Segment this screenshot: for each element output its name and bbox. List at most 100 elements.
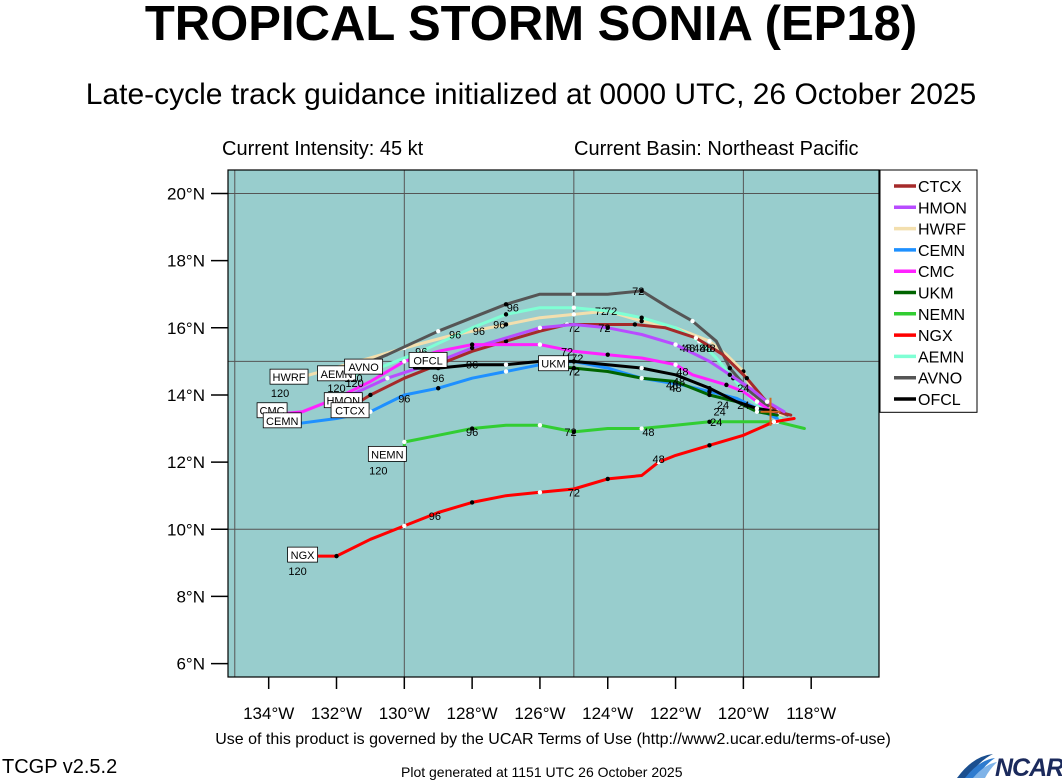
legend-label: UKM: [918, 286, 954, 303]
track-point: [436, 386, 441, 391]
forecast-hour-label: 72: [571, 353, 583, 365]
y-tick-label: 6°N: [176, 655, 205, 674]
track-point: [744, 375, 749, 381]
track-point: [707, 392, 712, 398]
track-point: [503, 302, 509, 307]
tcgp-version: TCGP v2.5.2: [2, 756, 118, 778]
track-point: [639, 365, 644, 371]
y-tick-label: 10°N: [167, 520, 205, 539]
x-tick-label: 128°W: [447, 704, 498, 723]
track-point: [727, 365, 733, 371]
track-end-label-box: [344, 358, 384, 375]
track-ukm: [538, 363, 779, 417]
forecast-hour-label: 24: [710, 417, 722, 429]
track-point: [639, 426, 644, 431]
track-end-label: UKM: [541, 359, 565, 371]
ncar-logo-text: NCAR: [995, 754, 1062, 782]
legend-label: CMC: [918, 264, 954, 281]
track-point: [639, 315, 644, 320]
track-point: [571, 292, 577, 297]
track-point: [571, 365, 577, 371]
track-end-label: AVNO: [348, 362, 379, 374]
forecast-hour-label: 48: [673, 377, 685, 389]
track-point: [385, 375, 390, 381]
track-point: [605, 352, 610, 357]
forecast-hour-label: 72: [598, 323, 610, 335]
forecast-hour-label: 48: [703, 343, 715, 355]
current-basin: Current Basin: Northeast Pacific: [574, 138, 859, 160]
legend-label: NEMN: [918, 307, 965, 324]
track-end-label-box: [538, 355, 569, 372]
track-point: [537, 490, 543, 495]
track-point: [754, 406, 760, 411]
track-point: [764, 399, 770, 404]
y-tick-label: 14°N: [167, 386, 205, 405]
x-tick-label: 130°W: [379, 704, 430, 723]
current-intensity: Current Intensity: 45 kt: [222, 138, 424, 160]
chart-subtitle: Late-cycle track guidance initialized at…: [85, 78, 977, 111]
track-point: [605, 325, 610, 331]
forecast-hour-label: 96: [473, 326, 485, 338]
track-point: [402, 439, 407, 445]
legend-label: AVNO: [918, 371, 962, 388]
legend-label: OFCL: [918, 392, 961, 409]
track-point: [571, 305, 577, 310]
forecast-hour-label: 96: [493, 319, 505, 331]
forecast-hour-label: 48: [652, 454, 664, 466]
forecast-hour-label: 24: [717, 400, 729, 412]
y-tick-label: 18°N: [167, 252, 205, 271]
legend-label: CEMN: [918, 243, 965, 260]
track-aemn: [335, 306, 783, 420]
track-cmc: [267, 343, 779, 417]
forecast-hour-label: 96: [466, 427, 478, 439]
track-point: [707, 389, 712, 394]
track-point: [754, 399, 760, 404]
track-point: [690, 318, 695, 324]
x-tick-label: 122°W: [650, 704, 701, 723]
track-point: [469, 342, 475, 347]
track-point: [771, 419, 777, 425]
track-end-label-box: [408, 351, 448, 368]
x-tick-label: 126°W: [514, 704, 565, 723]
track-point: [707, 443, 712, 448]
x-tick-label: 120°W: [718, 704, 769, 723]
track-end-hour: 120: [271, 388, 289, 400]
track-point: [673, 342, 678, 347]
track-point: [724, 382, 729, 388]
y-tick-label: 16°N: [167, 319, 205, 338]
forecast-hour-label: 96: [507, 303, 519, 315]
plot-frame: [227, 169, 880, 678]
track-point: [707, 386, 712, 391]
track-point: [639, 375, 644, 381]
track-end-label: CEMN: [266, 416, 298, 428]
track-point: [469, 500, 475, 505]
track-point: [334, 553, 339, 559]
forecast-hour-label: 24: [737, 400, 749, 412]
track-point: [571, 312, 577, 317]
legend-label: CTCX: [918, 179, 962, 196]
forecast-hour-label: 48: [693, 343, 705, 355]
track-point: [754, 409, 760, 414]
legend-label: HWRF: [918, 222, 966, 239]
plot-generated-time: Plot generated at 1151 UTC 26 October 20…: [401, 764, 683, 780]
track-point: [503, 322, 509, 327]
track-end-label: OFCL: [413, 355, 442, 367]
forecast-hour-label: 96: [398, 393, 410, 405]
track-point: [693, 335, 699, 341]
track-ofcl: [413, 359, 779, 414]
track-point: [503, 369, 509, 374]
forecast-hour-label: 96: [432, 373, 444, 385]
track-point: [368, 392, 373, 398]
x-tick-label: 118°W: [786, 704, 836, 723]
track-end-label-box: [262, 412, 302, 429]
forecast-hour-label: 48: [669, 383, 681, 395]
legend-label: HMON: [918, 200, 967, 217]
x-tick-label: 132°W: [311, 704, 362, 723]
forecast-hour-label: 96: [449, 330, 461, 342]
track-end-label: NGX: [291, 550, 316, 562]
track-end-label-box: [330, 402, 370, 419]
forecast-hour-label: 72: [568, 487, 580, 499]
track-point: [503, 362, 509, 367]
forecast-hour-label: 120: [327, 383, 345, 395]
y-tick-label: 8°N: [176, 587, 205, 606]
